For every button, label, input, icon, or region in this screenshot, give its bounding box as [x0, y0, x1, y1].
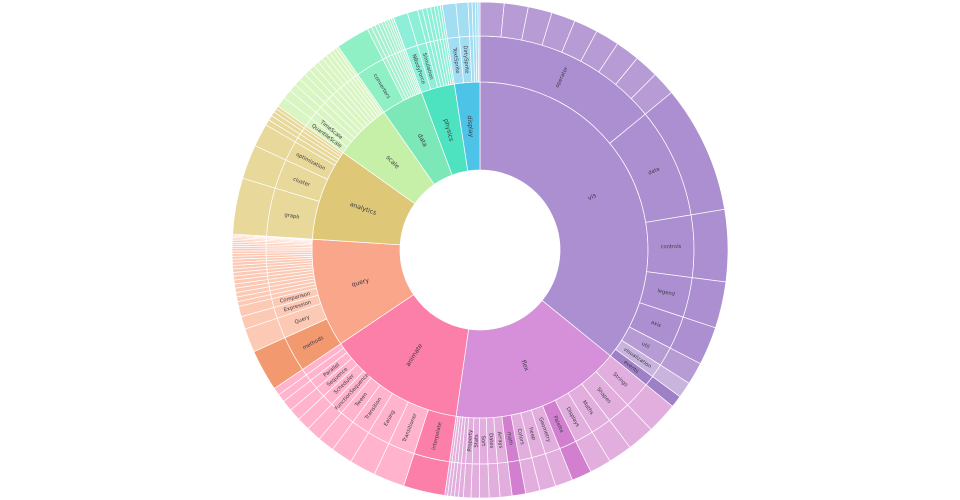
arc-outer-Sort[interactable] [479, 463, 490, 499]
arc-controls[interactable] [645, 214, 695, 279]
arc-segment[interactable] [479, 1, 505, 38]
arc-layer [231, 1, 729, 499]
arc-segment[interactable] [477, 35, 481, 83]
arc-outer-controls[interactable] [690, 208, 729, 283]
arc-Sort[interactable] [479, 417, 489, 465]
arc-outer-segment[interactable] [477, 1, 481, 37]
